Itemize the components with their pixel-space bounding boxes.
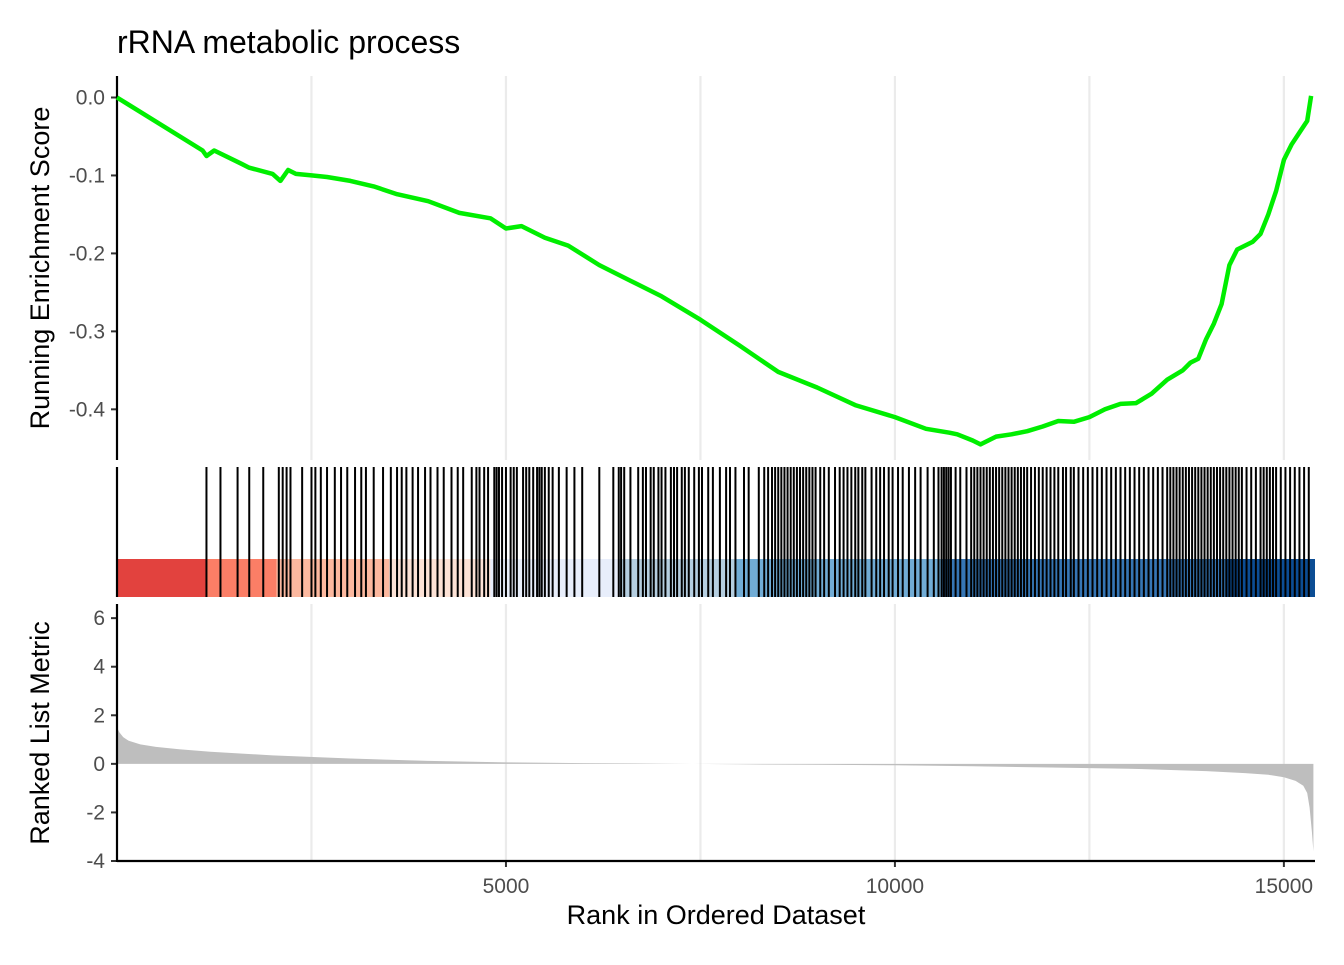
bottom-gridlines xyxy=(310,604,1285,861)
rank-color-segment xyxy=(490,559,619,597)
top-y-tick-label: 0.0 xyxy=(76,86,105,109)
chart-title: rRNA metabolic process xyxy=(117,24,460,60)
rank-color-segment xyxy=(735,559,942,597)
rank-color-segment xyxy=(206,559,277,597)
top-y-tick-label: -0.2 xyxy=(69,242,105,265)
x-tick-label: 15000 xyxy=(1255,875,1313,898)
rank-color-segment xyxy=(117,559,207,597)
bottom-y-tick-label: -4 xyxy=(86,850,105,873)
ranked-metric-panel: 6 4 2 0 -2 -4 5000 10000 15000 Ranked List Metr… xyxy=(25,604,1315,930)
top-gridlines xyxy=(310,76,1285,460)
x-tick-label: 5000 xyxy=(483,875,530,898)
bottom-y-tick-label: -2 xyxy=(86,801,105,824)
x-tick-label: 10000 xyxy=(866,875,924,898)
top-y-axis-ticks: 0.0 -0.1 -0.2 -0.3 -0.4 xyxy=(69,86,117,421)
gene-hit-marks xyxy=(205,467,1310,597)
x-axis-ticks: 5000 10000 15000 xyxy=(483,861,1313,898)
bottom-y-tick-label: 4 xyxy=(93,656,105,679)
enrichment-score-line xyxy=(115,95,1314,447)
ranked-metric-area-layer xyxy=(117,727,1314,852)
bottom-y-axis-label: Ranked List Metric xyxy=(25,621,55,845)
rank-color-segment xyxy=(389,559,491,597)
enrichment-score-panel: 0.0 -0.1 -0.2 -0.3 -0.4 Running Enrichment S… xyxy=(25,76,1314,460)
rank-color-segment xyxy=(276,559,390,597)
ranked-metric-area xyxy=(117,727,1314,852)
top-y-axis-label: Running Enrichment Score xyxy=(25,107,55,430)
bottom-y-axis-ticks: 6 4 2 0 -2 -4 xyxy=(86,607,117,873)
top-y-tick-label: -0.1 xyxy=(69,164,105,187)
gene-hit-panel xyxy=(115,467,1315,597)
bottom-y-tick-label: 2 xyxy=(93,704,105,727)
bottom-y-tick-label: 6 xyxy=(93,607,105,630)
top-y-tick-label: -0.4 xyxy=(69,398,106,421)
bottom-y-tick-label: 0 xyxy=(93,753,105,776)
x-axis-label: Rank in Ordered Dataset xyxy=(567,900,866,930)
enrichment-line-layer xyxy=(115,95,1314,447)
top-y-tick-label: -0.3 xyxy=(69,320,105,343)
